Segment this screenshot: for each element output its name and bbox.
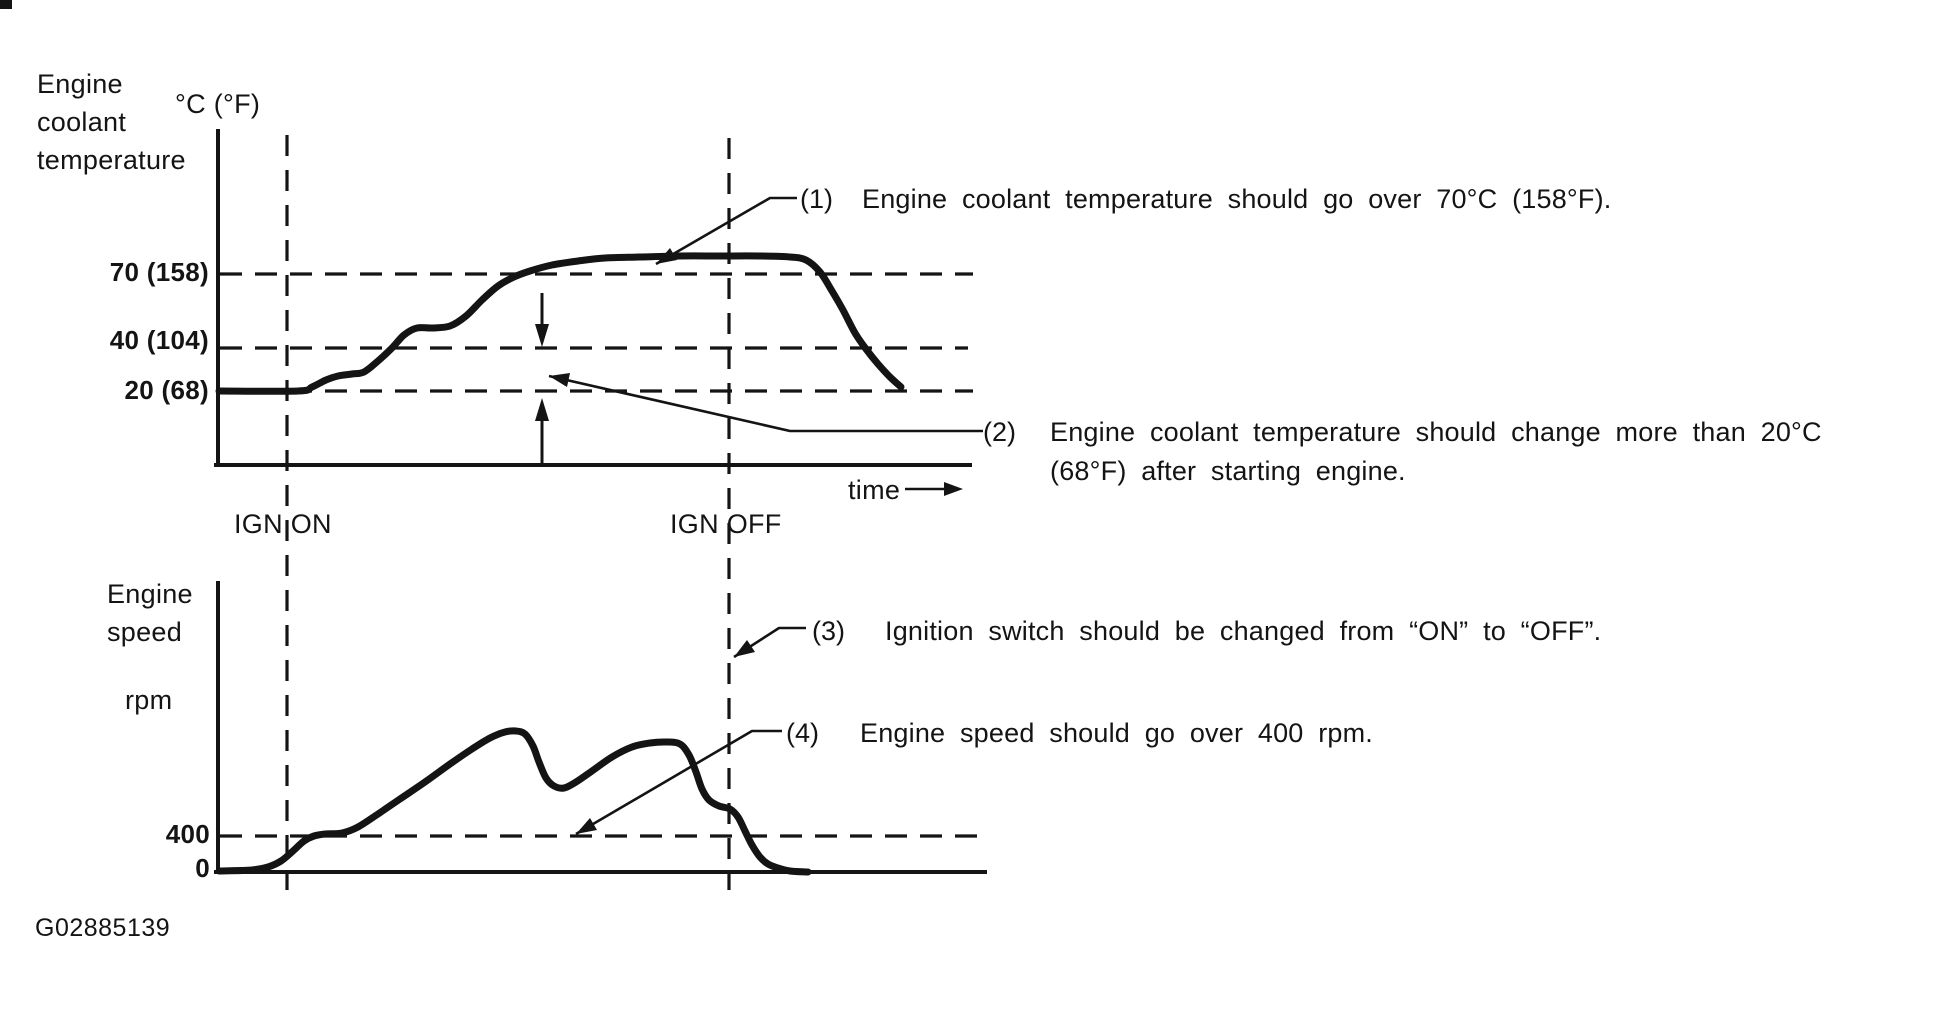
annotation1-text: Engine coolant temperature should go ove… <box>862 184 1612 214</box>
ign-off-label: IGN OFF <box>670 509 782 539</box>
annotation2-leader <box>548 374 983 433</box>
annotation4-arrowhead <box>576 818 597 834</box>
bottom-unit-label: rpm <box>125 685 172 715</box>
measure-arrow-down-head <box>535 324 549 347</box>
time-label: time <box>848 475 900 505</box>
annotation2-id: (2) <box>983 417 1016 447</box>
ign-on-label: IGN ON <box>234 509 332 539</box>
annotation3-arrowhead <box>734 640 755 657</box>
bottom-axis-title-line2: speed <box>107 617 182 647</box>
annotation2-text-line2: (68°F) after starting engine. <box>1050 456 1406 486</box>
annotation1-arrowhead <box>656 248 677 264</box>
annotation3-text: Ignition switch should be changed from “… <box>885 616 1601 646</box>
scan-artifact <box>0 0 12 9</box>
annotations: (1) Engine coolant temperature should go… <box>786 184 1822 748</box>
annotation2-arrowhead <box>549 373 570 387</box>
engine-speed-curve <box>215 727 812 876</box>
coolant-temperature-chart: Engine coolant temperature °C (°F) 70 (1… <box>37 69 983 890</box>
tick-40: 40 (104) <box>110 325 209 355</box>
annotation4-leader <box>575 729 782 836</box>
figure-code: G02885139 <box>35 914 170 942</box>
tick-0: 0 <box>195 853 210 883</box>
top-axis-title-line2: coolant <box>37 107 126 137</box>
tick-20: 20 (68) <box>125 375 209 405</box>
annotation3-id: (3) <box>812 616 845 646</box>
bottom-axis-title-line1: Engine <box>107 579 193 609</box>
tick-400: 400 <box>166 819 210 849</box>
annotation4-text: Engine speed should go over 400 rpm. <box>860 718 1373 748</box>
top-axis-title-line1: Engine <box>37 69 123 99</box>
annotation4-id: (4) <box>786 718 819 748</box>
time-arrow-head <box>944 482 963 496</box>
top-axis-title-line3: temperature <box>37 145 186 175</box>
coolant-temperature-curve <box>215 252 905 395</box>
top-unit-label: °C (°F) <box>175 89 260 119</box>
engine-speed-chart: Engine speed rpm 400 0 <box>107 579 987 883</box>
tick-70: 70 (158) <box>110 257 209 287</box>
measure-arrow-up-head <box>535 398 549 421</box>
annotation2-text-line1: Engine coolant temperature should change… <box>1050 417 1822 447</box>
annotation1-leader <box>655 196 797 266</box>
annotation1-id: (1) <box>800 184 833 214</box>
